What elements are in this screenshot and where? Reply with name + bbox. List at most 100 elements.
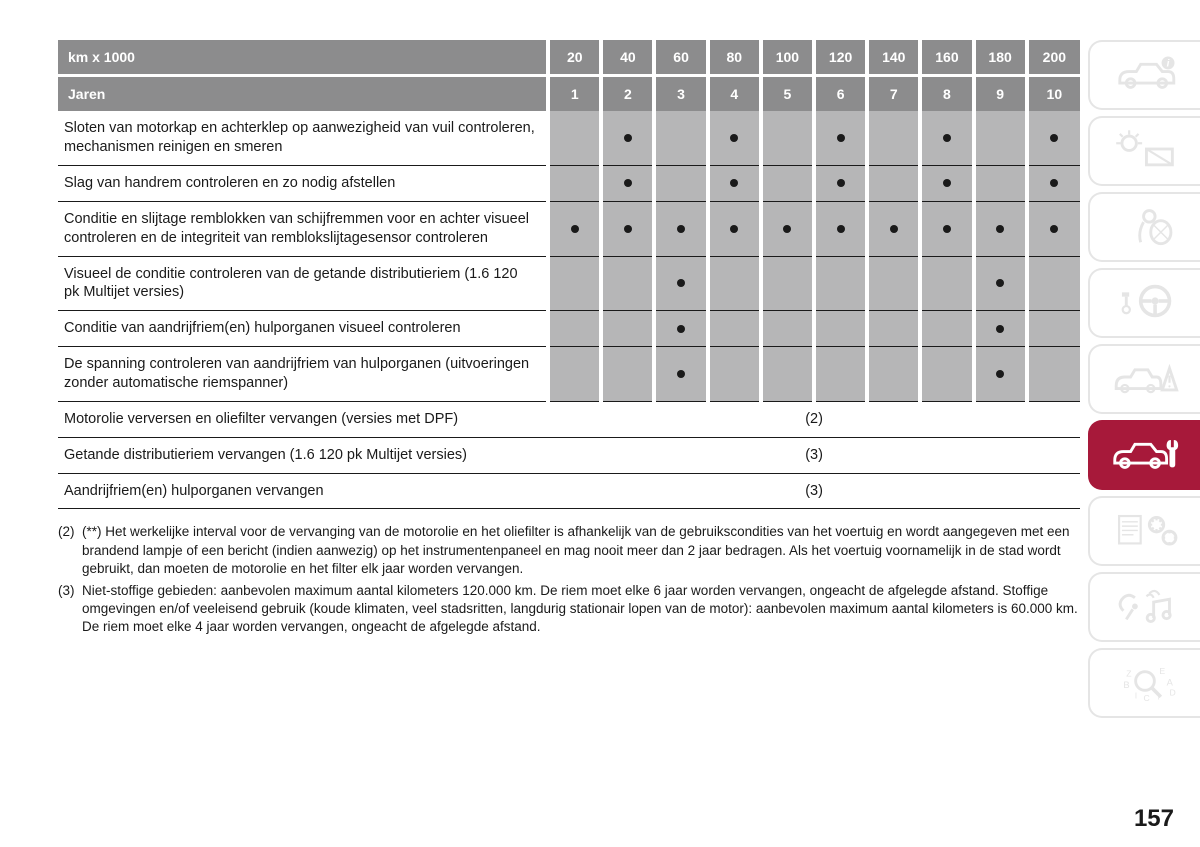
mark-cell bbox=[548, 201, 601, 256]
header-km-cell: 140 bbox=[867, 40, 920, 76]
header-year-cell: 10 bbox=[1027, 76, 1080, 112]
svg-text:i: i bbox=[1167, 58, 1170, 69]
mark-cell bbox=[601, 166, 654, 202]
dot-icon bbox=[624, 225, 632, 233]
table-row: Aandrijfriem(en) hulporganen vervangen(3… bbox=[58, 473, 1080, 509]
footnotes: (2)(**) Het werkelijke interval voor de … bbox=[58, 523, 1080, 636]
header-year-cell: 8 bbox=[920, 76, 973, 112]
row-label: Aandrijfriem(en) hulporganen vervangen bbox=[58, 473, 548, 509]
table-row: Conditie en slijtage remblokken van schi… bbox=[58, 201, 1080, 256]
row-label: De spanning controleren van aandrijfriem… bbox=[58, 347, 548, 402]
footnote-text: (**) Het werkelijke interval voor de ver… bbox=[82, 523, 1080, 578]
dot-icon bbox=[996, 279, 1004, 287]
mark-cell bbox=[601, 201, 654, 256]
mark-cell bbox=[601, 347, 654, 402]
header-years-label: Jaren bbox=[58, 76, 548, 112]
side-tab[interactable] bbox=[1088, 572, 1200, 642]
mark-cell bbox=[548, 311, 601, 347]
warning-car-icon bbox=[1109, 353, 1181, 406]
mark-cell bbox=[867, 347, 920, 402]
row-label: Motorolie verversen en oliefilter vervan… bbox=[58, 401, 548, 437]
footnote-num: (3) bbox=[58, 582, 82, 637]
mark-cell bbox=[1027, 166, 1080, 202]
mark-cell bbox=[974, 201, 1027, 256]
header-row-years: Jaren 12345678910 bbox=[58, 76, 1080, 112]
header-km-cell: 120 bbox=[814, 40, 867, 76]
side-tab[interactable] bbox=[1088, 116, 1200, 186]
dot-icon bbox=[783, 225, 791, 233]
side-tab[interactable] bbox=[1088, 344, 1200, 414]
svg-text:I: I bbox=[1135, 691, 1137, 700]
mark-cell bbox=[974, 256, 1027, 311]
side-tab[interactable] bbox=[1088, 496, 1200, 566]
dot-icon bbox=[677, 325, 685, 333]
merged-cell: (3) bbox=[548, 473, 1080, 509]
table-row: De spanning controleren van aandrijfriem… bbox=[58, 347, 1080, 402]
index-icon: ZBICTEAD bbox=[1109, 657, 1181, 710]
dot-icon bbox=[996, 225, 1004, 233]
table-row: Visueel de conditie controleren van de g… bbox=[58, 256, 1080, 311]
mark-cell bbox=[920, 347, 973, 402]
side-tab[interactable] bbox=[1088, 420, 1200, 490]
row-label: Slag van handrem controleren en zo nodig… bbox=[58, 166, 548, 202]
mark-cell bbox=[654, 256, 707, 311]
mark-cell bbox=[708, 201, 761, 256]
dot-icon bbox=[730, 179, 738, 187]
header-year-cell: 3 bbox=[654, 76, 707, 112]
car-info-icon: i bbox=[1109, 49, 1181, 102]
mark-cell bbox=[708, 311, 761, 347]
page-number: 157 bbox=[1134, 805, 1174, 833]
mark-cell bbox=[867, 111, 920, 165]
svg-text:B: B bbox=[1123, 680, 1129, 690]
mark-cell bbox=[974, 347, 1027, 402]
mark-cell bbox=[920, 201, 973, 256]
table-row: Getande distributieriem vervangen (1.6 1… bbox=[58, 437, 1080, 473]
mark-cell bbox=[867, 311, 920, 347]
svg-text:A: A bbox=[1167, 677, 1174, 687]
dot-icon bbox=[943, 134, 951, 142]
header-year-cell: 6 bbox=[814, 76, 867, 112]
mark-cell bbox=[548, 111, 601, 165]
table-row: Motorolie verversen en oliefilter vervan… bbox=[58, 401, 1080, 437]
footnote-text: Niet-stoffige gebieden: aanbevolen maxim… bbox=[82, 582, 1080, 637]
mark-cell bbox=[601, 311, 654, 347]
header-year-cell: 2 bbox=[601, 76, 654, 112]
mark-cell bbox=[548, 166, 601, 202]
mark-cell bbox=[761, 166, 814, 202]
maintenance-icon bbox=[1109, 429, 1181, 482]
side-tab[interactable]: ZBICTEAD bbox=[1088, 648, 1200, 718]
mark-cell bbox=[654, 311, 707, 347]
mark-cell bbox=[1027, 201, 1080, 256]
mark-cell bbox=[601, 111, 654, 165]
merged-cell: (2) bbox=[548, 401, 1080, 437]
row-label: Conditie van aandrijfriem(en) hulporgane… bbox=[58, 311, 548, 347]
header-row-km: km x 1000 20406080100120140160180200 bbox=[58, 40, 1080, 76]
mark-cell bbox=[814, 256, 867, 311]
header-year-cell: 7 bbox=[867, 76, 920, 112]
header-km-cell: 160 bbox=[920, 40, 973, 76]
mark-cell bbox=[708, 111, 761, 165]
mark-cell bbox=[814, 111, 867, 165]
row-label: Visueel de conditie controleren van de g… bbox=[58, 256, 548, 311]
footnote-num: (2) bbox=[58, 523, 82, 578]
dot-icon bbox=[1050, 134, 1058, 142]
dot-icon bbox=[837, 134, 845, 142]
side-tab[interactable]: i bbox=[1088, 40, 1200, 110]
row-label: Sloten van motorkap en achterklep op aan… bbox=[58, 111, 548, 165]
dot-icon bbox=[677, 225, 685, 233]
dot-icon bbox=[837, 179, 845, 187]
mark-cell bbox=[920, 111, 973, 165]
side-tab[interactable] bbox=[1088, 192, 1200, 262]
mark-cell bbox=[814, 166, 867, 202]
side-tab[interactable] bbox=[1088, 268, 1200, 338]
specs-icon bbox=[1109, 505, 1181, 558]
mark-cell bbox=[654, 201, 707, 256]
table-row: Slag van handrem controleren en zo nodig… bbox=[58, 166, 1080, 202]
merged-cell: (3) bbox=[548, 437, 1080, 473]
mark-cell bbox=[974, 111, 1027, 165]
side-tabs: i ZBICTEAD bbox=[1088, 40, 1200, 724]
dot-icon bbox=[730, 134, 738, 142]
mark-cell bbox=[814, 311, 867, 347]
header-km-cell: 60 bbox=[654, 40, 707, 76]
svg-text:Z: Z bbox=[1126, 668, 1131, 678]
